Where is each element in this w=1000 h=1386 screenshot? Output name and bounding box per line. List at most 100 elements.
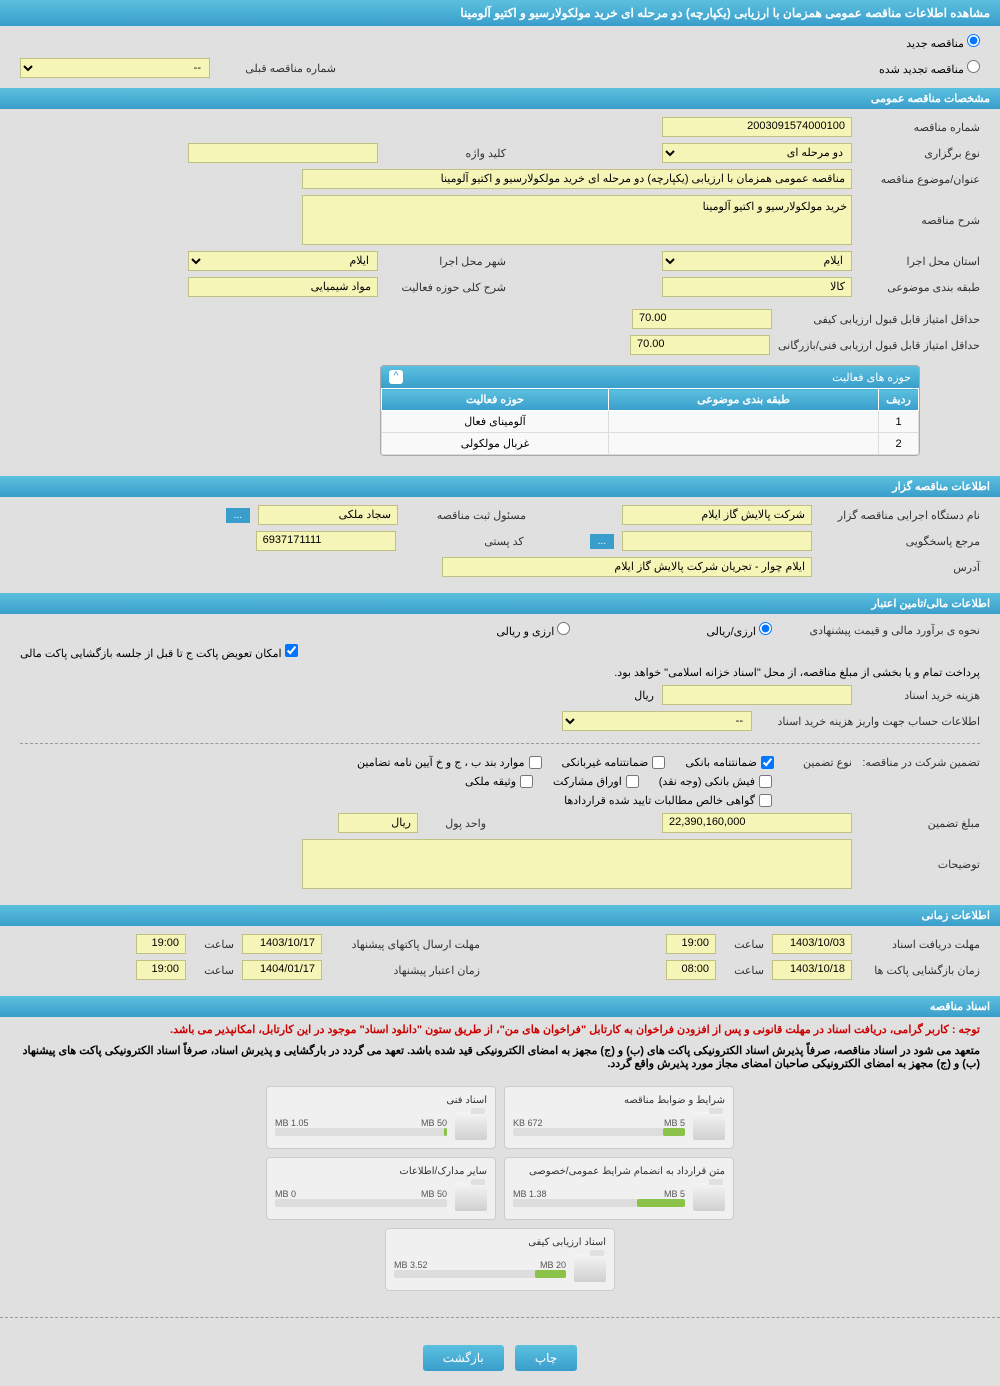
folder-icon (455, 1183, 487, 1211)
province-select[interactable]: ایلام (662, 251, 852, 271)
th-activity: حوزه فعالیت (382, 389, 609, 411)
file-total: 5 MB (664, 1118, 685, 1128)
open-label: زمان بازگشایی پاکت ها (860, 964, 980, 977)
deadline2-time: 19:00 (136, 934, 186, 954)
g6[interactable]: وثیقه ملکی (465, 775, 533, 788)
city-select[interactable]: ایلام (188, 251, 378, 271)
desc-field: خرید مولکولارسیو و اکتیو آلومینا (302, 195, 852, 245)
file-total: 5 MB (664, 1189, 685, 1199)
addr-field: ایلام چوار - تجریان شرکت پالایش گاز ایلا… (442, 557, 812, 577)
file-box[interactable]: شرایط و ضوابط مناقصه 5 MB672 KB (504, 1086, 734, 1149)
notice2: متعهد می شود در اسناد مناقصه، صرفاً پذیر… (0, 1042, 1000, 1072)
section2-header: اطلاعات مناقصه گزار (0, 476, 1000, 497)
tender-no-field: 2003091574000100 (662, 117, 852, 137)
pay-note: پرداخت تمام و یا بخشی از مبلغ مناقصه، از… (614, 666, 980, 679)
file-total: 50 MB (421, 1118, 447, 1128)
top-options-row: مناقصه جدید (0, 26, 1000, 58)
unit-label: واحد پول (426, 817, 486, 830)
amount-field: 22,390,160,000 (662, 813, 852, 833)
g2[interactable]: ضمانتنامه غیربانکی (562, 756, 666, 769)
postal-field: 6937171111 (256, 531, 396, 551)
guarantee-type-label: نوع تضمین (782, 756, 852, 769)
swap-check[interactable]: امکان تعویض پاکت ج تا قبل از جلسه بازگشا… (20, 644, 298, 660)
score2-field: 70.00 (630, 335, 770, 355)
activity-field: مواد شیمیایی (188, 277, 378, 297)
resp-label: مرجع پاسخگویی (820, 535, 980, 548)
cost-unit: ریال (634, 689, 654, 702)
acct-select[interactable]: -- (562, 711, 752, 731)
category-label: طبقه بندی موضوعی (860, 281, 980, 294)
deadline1-time: 19:00 (666, 934, 716, 954)
g4[interactable]: فیش بانکی (وجه نقد) (659, 775, 772, 788)
g1[interactable]: ضمانتنامه بانکی (685, 756, 774, 769)
section1-header: مشخصات مناقصه عمومی (0, 88, 1000, 109)
reg-more-button[interactable]: ... (226, 508, 250, 523)
cost-field[interactable] (662, 685, 852, 705)
radio-new-label: مناقصه جدید (906, 38, 964, 50)
folder-icon (455, 1112, 487, 1140)
tender-no-label: شماره مناقصه (860, 121, 980, 134)
folder-icon (574, 1254, 606, 1282)
file-box[interactable]: اسناد فنی 50 MB1.05 MB (266, 1086, 496, 1149)
folder-icon (693, 1112, 725, 1140)
file-box[interactable]: سایر مدارک/اطلاعات 50 MB0 MB (266, 1157, 496, 1220)
file-title: اسناد ارزیابی کیفی (394, 1237, 606, 1248)
print-button[interactable]: چاپ (515, 1345, 577, 1371)
section5-header: اسناد مناقصه (0, 996, 1000, 1017)
activity-label: شرح کلی حوزه فعالیت (386, 281, 506, 294)
radio-renewed-label: مناقصه تجدید شده (879, 64, 964, 76)
prev-tender-select[interactable]: -- (20, 58, 210, 78)
province-label: استان محل اجرا (860, 255, 980, 268)
file-total: 50 MB (421, 1189, 447, 1199)
deadline1-label: مهلت دریافت اسناد (860, 938, 980, 951)
files-area: شرایط و ضوابط مناقصه 5 MB672 KB اسناد فن… (0, 1072, 1000, 1305)
est-label: نحوه ی برآورد مالی و قیمت پیشنهادی (780, 624, 980, 637)
collapse-icon[interactable]: ^ (389, 370, 403, 384)
deadline2-date: 1403/10/17 (242, 934, 322, 954)
activity-table-title: حوزه های فعالیت (832, 371, 911, 384)
th-category: طبقه بندی موضوعی (608, 389, 878, 411)
g3[interactable]: موارد بند ب ، ج و خ آیین نامه تضامین (357, 756, 541, 769)
folder-icon (693, 1183, 725, 1211)
est-opt2[interactable]: ارزی و ریالی (496, 622, 570, 638)
resp-field (622, 531, 812, 551)
amount-label: مبلغ تضمین (860, 817, 980, 830)
file-used: 0 MB (275, 1189, 296, 1199)
notes-field[interactable] (302, 839, 852, 889)
subject-label: عنوان/موضوع مناقصه (860, 173, 980, 186)
back-button[interactable]: بازگشت (423, 1345, 504, 1371)
deadline2-label: مهلت ارسال پاکتهای پیشنهاد (330, 938, 480, 951)
section3-header: اطلاعات مالی/تامین اعتبار (0, 593, 1000, 614)
file-used: 1.38 MB (513, 1189, 547, 1199)
type-select[interactable]: دو مرحله ای (662, 143, 852, 163)
file-box[interactable]: اسناد ارزیابی کیفی 20 MB3.52 MB (385, 1228, 615, 1291)
time-label-3: ساعت (194, 938, 234, 951)
resp-more-button[interactable]: ... (590, 534, 614, 549)
score1-label: حداقل امتیاز قابل قبول ارزیابی کیفی (780, 313, 980, 326)
radio-renewed[interactable]: مناقصه تجدید شده (879, 60, 980, 76)
deadline1-date: 1403/10/03 (772, 934, 852, 954)
page-header: مشاهده اطلاعات مناقصه عمومی همزمان با ار… (0, 0, 1000, 26)
subject-field: مناقصه عمومی همزمان با ارزیابی (یکپارچه)… (302, 169, 852, 189)
open-date: 1403/10/18 (772, 960, 852, 980)
prev-tender-label: شماره مناقصه قبلی (216, 62, 336, 75)
addr-label: آدرس (820, 561, 980, 574)
time-label-1: ساعت (724, 938, 764, 951)
g7[interactable]: گواهی خالص مطالبات تایید شده قراردادها (564, 794, 772, 807)
cost-label: هزینه خرید اسناد (860, 689, 980, 702)
valid-date: 1404/01/17 (242, 960, 322, 980)
radio-new[interactable]: مناقصه جدید (906, 34, 980, 50)
valid-label: زمان اعتبار پیشنهاد (330, 964, 480, 977)
org-label: نام دستگاه اجرایی مناقصه گزار (820, 509, 980, 522)
section4-header: اطلاعات زمانی (0, 905, 1000, 926)
acct-label: اطلاعات حساب جهت واریز هزینه خرید اسناد (760, 715, 980, 728)
type-label: نوع برگزاری (860, 147, 980, 160)
guarantee-label: تضمین شرکت در مناقصه: (860, 756, 980, 769)
file-box[interactable]: متن قرارداد به انضمام شرایط عمومی/خصوصی … (504, 1157, 734, 1220)
file-used: 1.05 MB (275, 1118, 309, 1128)
keyword-field[interactable] (188, 143, 378, 163)
open-time: 08:00 (666, 960, 716, 980)
g5[interactable]: اوراق مشارکت (553, 775, 639, 788)
est-opt1[interactable]: ارزی/ریالی (706, 622, 772, 638)
notice1: توجه : کاربر گرامی، دریافت اسناد در مهلت… (0, 1017, 1000, 1042)
